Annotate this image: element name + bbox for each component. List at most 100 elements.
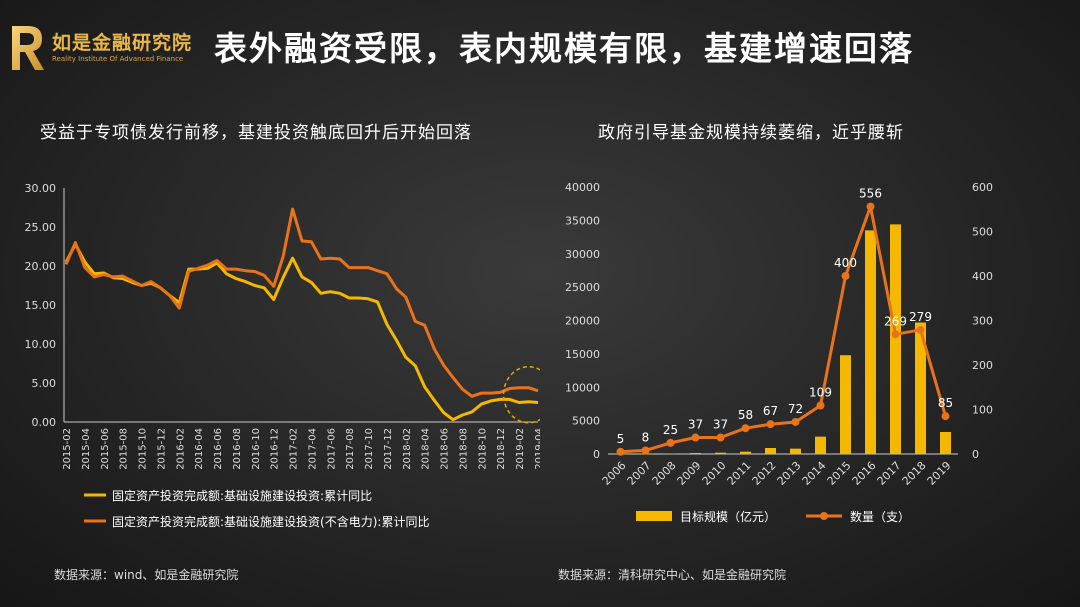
x-tick-label: 2014	[800, 459, 829, 488]
x-tick-label: 2015-10	[138, 428, 149, 470]
x-tick-label: 2019-04	[534, 428, 540, 470]
right-data-source: 数据来源：清科研究中心、如是金融研究院	[558, 568, 787, 582]
guidance-fund-bar-line-chart: 0500010000150002000025000300003500040000…	[565, 181, 993, 524]
count-data-label: 8	[642, 430, 650, 444]
x-tick-label: 2015-04	[81, 428, 92, 470]
series-line-2	[64, 207, 539, 398]
y-left-tick-label: 0	[593, 448, 600, 461]
x-tick-label: 2018-06	[440, 428, 451, 470]
bar	[865, 230, 876, 454]
y-left-tick-label: 5000	[572, 415, 600, 428]
x-tick-label: 2019-02	[515, 428, 526, 470]
y-tick-label: 0.00	[32, 416, 57, 429]
count-point	[866, 202, 875, 211]
count-point	[791, 417, 800, 426]
count-data-label: 269	[884, 314, 907, 328]
left-chart-subtitle: 受益于专项债发行前移，基建投资触底回升后开始回落	[40, 123, 472, 143]
count-data-label: 37	[688, 418, 703, 432]
y-left-tick-label: 10000	[565, 381, 600, 394]
x-tick-label: 2015	[825, 459, 854, 488]
y-left-tick-label: 15000	[565, 348, 600, 361]
x-tick-label: 2015-06	[100, 428, 111, 470]
bar	[915, 322, 926, 454]
x-tick-label: 2018-02	[402, 428, 413, 470]
legend-label: 固定资产投资完成额:基础设施建设投资:累计同比	[112, 488, 372, 503]
x-tick-label: 2016-08	[232, 428, 243, 470]
y-left-tick-label: 35000	[565, 214, 600, 227]
x-tick-label: 2015-08	[119, 428, 130, 470]
page-title: 表外融资受限，表内规模有限，基建增速回落	[214, 29, 914, 68]
x-tick-label: 2012	[750, 459, 779, 488]
count-point	[741, 424, 750, 433]
legend-label-line: 数量（支）	[850, 509, 910, 524]
y-left-tick-label: 25000	[565, 281, 600, 294]
count-data-label: 25	[663, 423, 678, 437]
x-tick-label: 2018-04	[421, 428, 432, 470]
legend-label: 固定资产投资完成额:基础设施建设投资(不含电力):累计同比	[112, 514, 429, 529]
x-tick-label: 2017-08	[345, 428, 356, 470]
infrastructure-investment-line-chart: 0.00 5.00 10.00 15.00 20.00 25.00 30.00 2015-02…	[25, 182, 540, 529]
right-chart-subtitle: 政府引导基金规模持续萎缩，近乎腰斩	[598, 123, 904, 143]
x-tick-label: 2015-02	[62, 428, 73, 470]
x-tick-label: 2018-12	[496, 428, 507, 470]
x-tick-label: 2013	[775, 459, 804, 488]
count-data-label: 5	[617, 432, 625, 446]
bar	[815, 436, 826, 454]
count-data-label: 279	[909, 310, 932, 324]
x-tick-label: 2016-12	[270, 428, 281, 470]
logo-subtext: Reality Institute Of Advanced Finance	[52, 55, 184, 63]
bar	[665, 453, 676, 455]
count-data-label: 72	[788, 402, 803, 416]
count-point	[816, 401, 825, 410]
y-right-tick-label: 0	[972, 448, 979, 461]
x-tick-label: 2010	[700, 459, 729, 488]
x-tick-label: 2017-04	[307, 428, 318, 470]
x-tick-label: 2015-12	[156, 428, 167, 470]
x-tick-label: 2017-06	[326, 428, 337, 470]
y-tick-label: 25.00	[25, 221, 57, 234]
count-point	[841, 272, 850, 280]
x-tick-label: 2018-08	[458, 428, 469, 470]
bar	[765, 447, 776, 454]
bar	[840, 355, 851, 454]
y-tick-label: 30.00	[25, 182, 57, 195]
x-tick-label: 2017-12	[383, 428, 394, 470]
count-data-label: 58	[738, 408, 753, 422]
count-data-label: 67	[763, 404, 778, 418]
x-tick-label: 2006	[600, 459, 629, 488]
x-tick-label: 2016	[850, 459, 879, 488]
count-data-label: 556	[859, 187, 882, 201]
y-right-tick-label: 400	[972, 270, 993, 283]
legend-marker	[820, 512, 828, 520]
count-data-label: 85	[938, 396, 953, 410]
logo-text: 如是金融研究院	[52, 32, 193, 54]
count-data-label: 400	[834, 256, 857, 270]
bar	[940, 431, 951, 454]
x-tick-label: 2018-10	[477, 428, 488, 470]
bar	[740, 451, 751, 454]
x-tick-label: 2016-06	[213, 428, 224, 470]
y-tick-label: 5.00	[32, 377, 57, 390]
left-data-source: 数据来源：wind、如是金融研究院	[54, 568, 239, 582]
count-line	[620, 205, 947, 454]
y-tick-label: 10.00	[25, 338, 57, 351]
count-data-label: 109	[809, 385, 832, 399]
x-tick-label: 2016-10	[251, 428, 262, 470]
x-tick-label: 2017-10	[364, 428, 375, 470]
count-point	[941, 412, 950, 421]
count-point	[641, 446, 650, 455]
x-tick-label: 2009	[675, 459, 704, 488]
count-point	[616, 447, 625, 456]
y-left-tick-label: 30000	[565, 248, 600, 261]
count-point	[691, 433, 700, 442]
x-tick-label: 2011	[725, 459, 754, 488]
y-left-tick-label: 40000	[565, 181, 600, 194]
x-tick-label: 2019	[925, 459, 954, 488]
x-tick-label: 2016-02	[175, 428, 186, 470]
bar	[890, 224, 901, 454]
count-point	[666, 438, 675, 447]
legend-label-bar: 目标规模（亿元）	[680, 509, 776, 524]
y-right-tick-label: 500	[972, 226, 993, 239]
y-tick-label: 15.00	[25, 299, 57, 312]
count-point	[891, 330, 900, 339]
